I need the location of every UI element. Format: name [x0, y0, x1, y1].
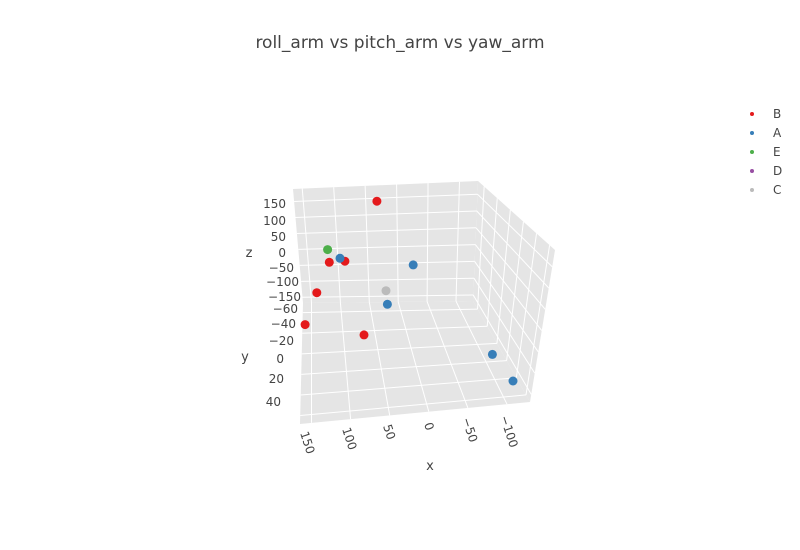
y-tick-label: −60: [273, 302, 298, 316]
z-gridline-back: [302, 294, 474, 298]
z-gridline-side: [473, 277, 536, 374]
z-gridline-side: [472, 294, 532, 395]
y-tick-label: 20: [269, 372, 284, 386]
y-gridline-wall: [486, 198, 498, 327]
y-gridline-floor: [300, 377, 517, 396]
x-gridline-floor: [368, 302, 391, 416]
z-gridline-back: [296, 227, 477, 234]
z-tick-label: −150: [268, 290, 301, 304]
legend-swatch: [750, 111, 754, 116]
z-gridline-side: [474, 261, 539, 353]
legend-label: A: [773, 125, 782, 140]
grid-lines: [294, 181, 553, 423]
legend-item-B[interactable]: B: [745, 104, 782, 123]
x-tick-label: 50: [380, 423, 398, 442]
y-gridline-floor: [300, 394, 527, 417]
marker-series-B[interactable]: [300, 320, 310, 330]
x-gridline-floor: [455, 300, 508, 405]
marker-series-B[interactable]: [359, 330, 369, 340]
x-gridline-wall: [455, 181, 460, 302]
legend-label: E: [773, 144, 781, 159]
markers: [300, 196, 518, 386]
z-gridline-back: [295, 210, 477, 218]
x-gridline-wall: [426, 183, 429, 302]
z-gridline-side: [474, 244, 543, 331]
scene-panes: [293, 181, 555, 424]
y-gridline-wall: [506, 221, 524, 361]
x-tick-label: 150: [297, 430, 317, 456]
z-tick-label: −50: [269, 261, 294, 275]
y-gridline-floor: [301, 360, 507, 375]
marker-series-A[interactable]: [382, 299, 392, 309]
legend-label: B: [773, 106, 782, 121]
x-gridline-wall: [396, 184, 399, 302]
y-gridline-wall: [496, 209, 511, 344]
marker-series-E[interactable]: [323, 245, 333, 255]
back-wall-pane: [293, 181, 478, 303]
axis-titles: z y x: [241, 246, 434, 474]
y-gridline-floor: [301, 342, 497, 355]
legend-item-E[interactable]: E: [745, 142, 782, 161]
legend-item-D[interactable]: D: [745, 161, 782, 180]
z-tick-label: 150: [263, 197, 286, 211]
y-gridline-wall: [515, 233, 538, 378]
z-gridline-side: [477, 193, 553, 268]
legend-swatch: [750, 187, 754, 192]
y-gridline-wall: [477, 186, 485, 310]
x-tick-label: 0: [421, 421, 437, 433]
x-gridline-wall: [333, 187, 341, 303]
z-gridline-back: [294, 193, 478, 203]
marker-series-A[interactable]: [508, 376, 518, 386]
legend-swatch: [750, 149, 754, 154]
z-tick-label: 0: [278, 246, 286, 260]
z-axis-title: z: [246, 246, 253, 261]
y-tick-label: 40: [266, 395, 281, 409]
marker-series-A[interactable]: [408, 260, 418, 270]
y-tick-label: −20: [269, 334, 294, 348]
y-gridline-floor: [302, 308, 478, 314]
marker-series-B[interactable]: [312, 288, 322, 298]
x-tick-label: −50: [459, 416, 480, 444]
x-tick-label: −100: [497, 414, 521, 450]
marker-series-C[interactable]: [381, 286, 391, 296]
z-tick-label: 100: [263, 214, 286, 228]
marker-series-B[interactable]: [324, 257, 334, 267]
legend-label: C: [773, 182, 782, 197]
x-gridline-wall: [301, 188, 312, 303]
x-gridline-floor: [397, 301, 430, 412]
z-gridline-side: [476, 210, 550, 289]
marker-series-A[interactable]: [335, 253, 345, 263]
z-gridline-back: [301, 277, 474, 282]
x-axis-title: x: [426, 459, 434, 474]
marker-series-A[interactable]: [487, 349, 497, 359]
legend-item-A[interactable]: A: [745, 123, 782, 142]
y-tick-label: −40: [271, 317, 296, 331]
x-gridline-wall: [364, 185, 370, 303]
z-gridline-side: [475, 227, 546, 310]
legend-item-C[interactable]: C: [745, 180, 782, 199]
legend-swatch: [750, 130, 754, 135]
z-tick-label: 50: [271, 230, 286, 244]
legend-label: D: [773, 163, 783, 178]
x-tick-label: 100: [339, 426, 359, 452]
y-tick-label: 0: [276, 352, 284, 366]
x-gridline-floor: [339, 302, 352, 420]
x-gridline-floor: [426, 301, 469, 409]
marker-series-B[interactable]: [372, 196, 382, 206]
chart-title: roll_arm vs pitch_arm vs yaw_arm: [255, 33, 545, 53]
y-axis-title: y: [241, 350, 249, 365]
legend-swatch: [750, 168, 754, 173]
z-tick-label: −100: [266, 275, 299, 289]
y-gridline-wall: [525, 245, 551, 396]
y-gridline-floor: [302, 325, 488, 334]
